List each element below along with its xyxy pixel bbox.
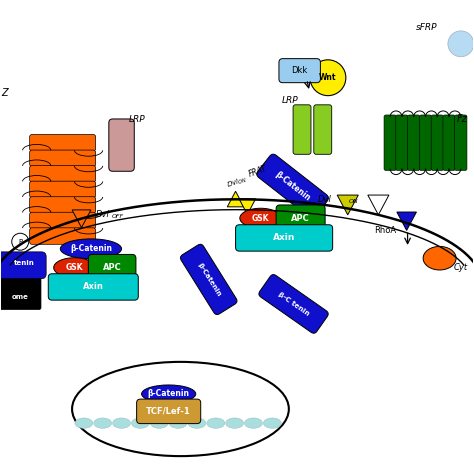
Ellipse shape xyxy=(188,418,206,428)
Ellipse shape xyxy=(113,418,130,428)
Ellipse shape xyxy=(423,246,456,270)
Text: Dkk: Dkk xyxy=(292,66,308,75)
Polygon shape xyxy=(239,199,255,214)
Text: LRP: LRP xyxy=(128,115,145,124)
Text: Fz: Fz xyxy=(457,114,468,124)
Text: β-C tenin: β-C tenin xyxy=(277,291,310,317)
FancyBboxPatch shape xyxy=(181,244,237,315)
Polygon shape xyxy=(397,212,417,230)
FancyBboxPatch shape xyxy=(0,252,46,279)
Text: OFF: OFF xyxy=(112,214,124,219)
Circle shape xyxy=(12,233,29,250)
Ellipse shape xyxy=(150,418,168,428)
Polygon shape xyxy=(368,195,389,215)
Text: FRAT: FRAT xyxy=(247,164,268,179)
Text: β-Catenin: β-Catenin xyxy=(148,390,190,399)
FancyBboxPatch shape xyxy=(455,115,467,171)
Ellipse shape xyxy=(60,239,121,259)
FancyBboxPatch shape xyxy=(30,150,96,166)
FancyBboxPatch shape xyxy=(431,115,443,171)
FancyBboxPatch shape xyxy=(257,154,328,218)
FancyBboxPatch shape xyxy=(0,254,41,310)
Text: Cyt: Cyt xyxy=(454,263,468,272)
Ellipse shape xyxy=(142,385,196,403)
Ellipse shape xyxy=(94,418,112,428)
Ellipse shape xyxy=(54,258,95,277)
Ellipse shape xyxy=(240,208,281,228)
Text: APC: APC xyxy=(291,214,310,223)
Text: sFRP: sFRP xyxy=(416,23,438,32)
Text: Wnt: Wnt xyxy=(319,73,337,82)
Ellipse shape xyxy=(264,418,281,428)
FancyBboxPatch shape xyxy=(276,205,325,231)
FancyBboxPatch shape xyxy=(30,212,96,229)
FancyBboxPatch shape xyxy=(30,181,96,198)
FancyBboxPatch shape xyxy=(88,255,136,281)
Text: tenin: tenin xyxy=(14,260,35,266)
Text: β-Catenin: β-Catenin xyxy=(70,244,112,253)
Ellipse shape xyxy=(75,418,93,428)
FancyBboxPatch shape xyxy=(30,228,96,244)
Text: ON: ON xyxy=(349,199,359,204)
Text: TCF/Lef-1: TCF/Lef-1 xyxy=(146,407,191,416)
FancyBboxPatch shape xyxy=(279,59,320,82)
FancyBboxPatch shape xyxy=(443,115,455,171)
FancyBboxPatch shape xyxy=(259,274,328,333)
Ellipse shape xyxy=(169,418,187,428)
Ellipse shape xyxy=(207,418,225,428)
Text: β-Catenin: β-Catenin xyxy=(273,170,312,202)
FancyBboxPatch shape xyxy=(109,119,134,171)
Text: LRP: LRP xyxy=(282,96,299,105)
FancyBboxPatch shape xyxy=(236,225,333,251)
Text: Axin: Axin xyxy=(83,283,104,292)
Text: Dvl: Dvl xyxy=(318,195,331,204)
Ellipse shape xyxy=(245,418,263,428)
Ellipse shape xyxy=(226,418,244,428)
Circle shape xyxy=(310,60,346,96)
Polygon shape xyxy=(72,210,91,228)
Ellipse shape xyxy=(448,31,474,57)
FancyBboxPatch shape xyxy=(30,135,96,151)
Polygon shape xyxy=(228,191,244,207)
Text: APC: APC xyxy=(103,263,121,272)
Text: P: P xyxy=(18,239,22,245)
Text: Dvl: Dvl xyxy=(96,210,109,219)
FancyBboxPatch shape xyxy=(419,115,432,171)
FancyBboxPatch shape xyxy=(48,274,138,300)
Polygon shape xyxy=(337,195,358,215)
Text: GSK: GSK xyxy=(252,214,269,223)
FancyBboxPatch shape xyxy=(293,105,311,155)
Text: Z: Z xyxy=(1,88,8,98)
FancyBboxPatch shape xyxy=(408,115,420,171)
FancyBboxPatch shape xyxy=(30,197,96,213)
Text: β-Catenin: β-Catenin xyxy=(196,262,221,297)
Text: ome: ome xyxy=(12,294,28,300)
Text: GSK: GSK xyxy=(66,263,83,272)
FancyBboxPatch shape xyxy=(314,105,332,155)
Ellipse shape xyxy=(131,418,149,428)
Text: RhoA: RhoA xyxy=(374,226,397,235)
FancyBboxPatch shape xyxy=(137,399,201,424)
Text: Axin: Axin xyxy=(273,233,295,242)
FancyBboxPatch shape xyxy=(30,165,96,182)
Text: Dvl$_{ON}$: Dvl$_{ON}$ xyxy=(225,174,248,191)
FancyBboxPatch shape xyxy=(384,115,396,171)
FancyBboxPatch shape xyxy=(396,115,408,171)
